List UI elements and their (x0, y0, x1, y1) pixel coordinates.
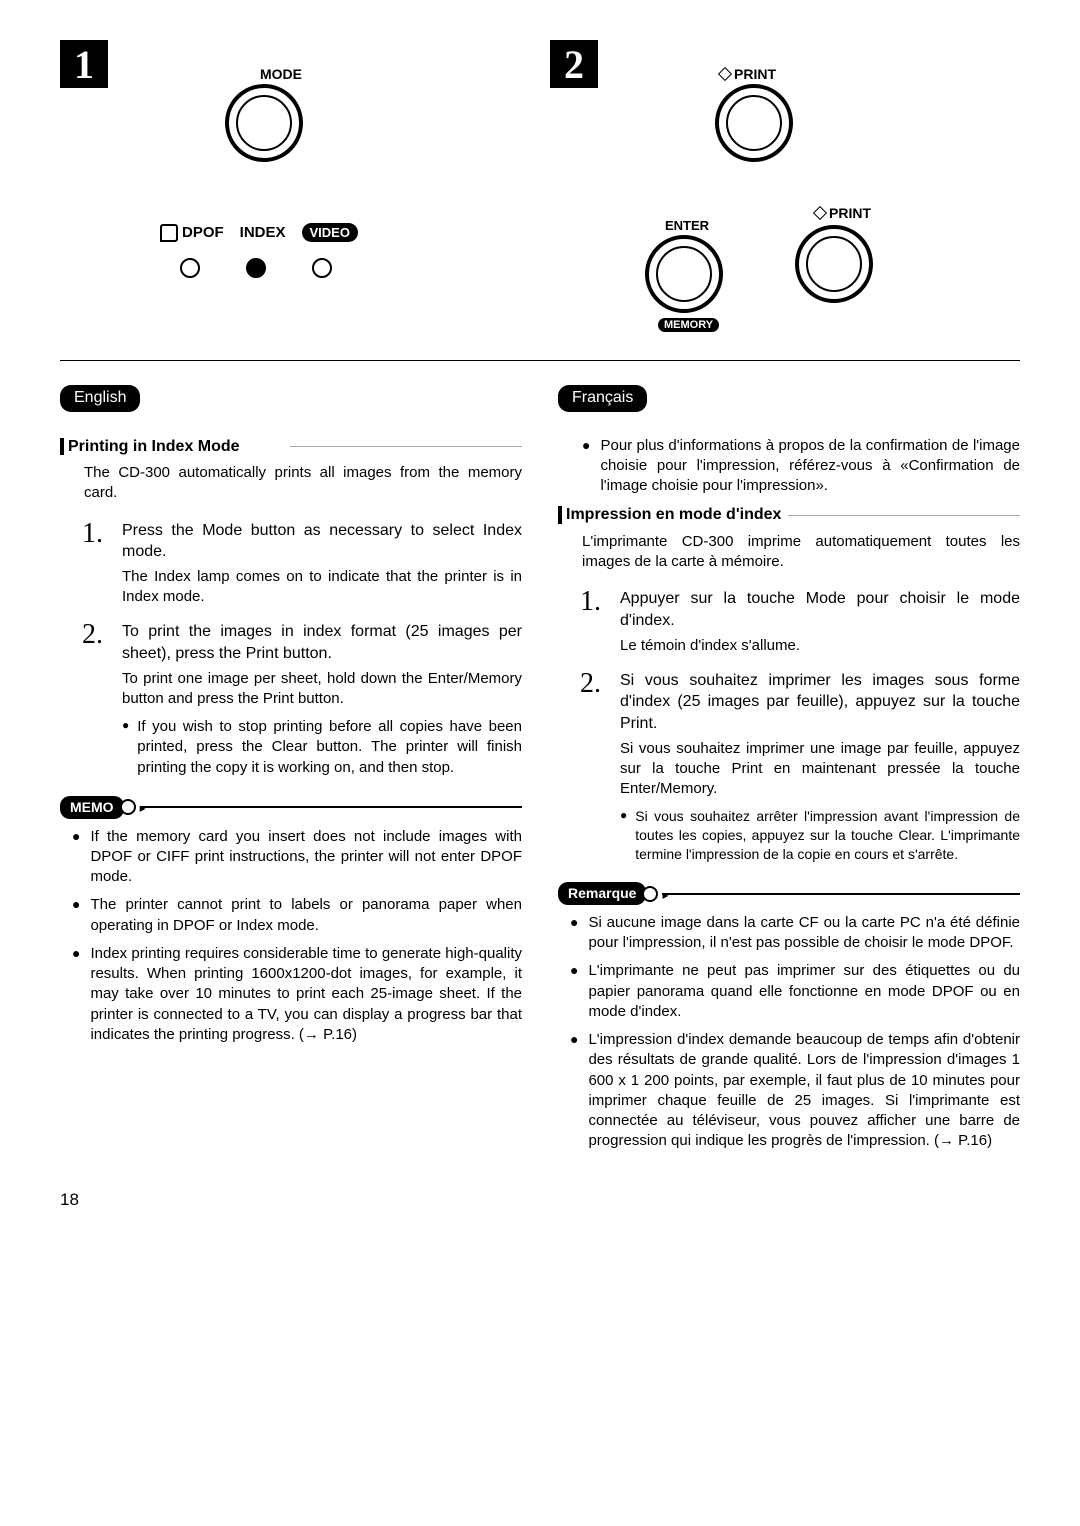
print-button-right-icon (795, 225, 873, 303)
page-number: 18 (60, 1190, 1020, 1210)
index-lamp-filled (246, 258, 266, 278)
memo-text: Index printing requires considerable tim… (90, 944, 522, 1045)
content-columns: English Printing in Index Mode The CD-30… (60, 385, 1020, 1160)
step-main-text: Appuyer sur la touche Mode pour choisir … (620, 588, 1020, 631)
video-lamp (312, 258, 332, 278)
bullet-mark: ● (72, 895, 80, 936)
step-1: 1. Press the Mode button as necessary to… (82, 520, 522, 608)
step-sub-text: The Index lamp comes on to indicate that… (122, 567, 522, 608)
remarque-list: ●Si aucune image dans la carte CF ou la … (570, 913, 1020, 1152)
dpof-lamp (180, 258, 200, 278)
step-number: 1. (580, 588, 606, 655)
indicator-lamps (180, 258, 332, 278)
print-label-top: PRINT (720, 66, 776, 82)
mode-names-row: DPOF INDEX VIDEO (160, 223, 358, 242)
step-2: 2. Si vous souhaitez imprimer les images… (580, 670, 1020, 864)
bullet-mark: ● (72, 827, 80, 888)
diagrams-row: 1 MODE DPOF INDEX VIDEO 2 P (60, 40, 1020, 330)
memo-line (140, 806, 522, 808)
memo-text: If the memory card you insert does not i… (90, 827, 522, 888)
dpof-icon (160, 224, 178, 242)
bullet-mark: ● (72, 944, 80, 1045)
print-label-right: PRINT (815, 205, 871, 221)
enter-button-icon (645, 235, 723, 313)
step-1: 1. Appuyer sur la touche Mode pour chois… (580, 588, 1020, 655)
diagram-step1: 1 MODE DPOF INDEX VIDEO (60, 40, 530, 330)
step-sub-bullet: ● If you wish to stop printing before al… (122, 717, 522, 778)
remarque-lozenge: Remarque (558, 882, 646, 905)
divider-line (60, 360, 1020, 361)
index-label: INDEX (240, 224, 286, 241)
bullet-mark: ● (122, 717, 129, 778)
step-main-text: Press the Mode button as necessary to se… (122, 520, 522, 563)
bullet-mark: ● (582, 436, 590, 497)
remarque-text: L'impression d'index demande beaucoup de… (588, 1030, 1020, 1152)
section-heading: Impression en mode d'index (558, 504, 1020, 526)
step-main-text: To print the images in index format (25 … (122, 621, 522, 664)
step-sub-text: Si vous souhaitez imprimer une image par… (620, 739, 1020, 800)
bullet-text: If you wish to stop printing before all … (137, 717, 522, 778)
step-sub-bullet: ● Si vous souhaitez arrêter l'impression… (620, 807, 1020, 864)
step-number: 2. (82, 621, 108, 777)
memo-arrow-icon (120, 799, 136, 815)
remarque-header: Remarque (558, 882, 1020, 905)
bullet-mark: ● (570, 913, 578, 954)
memory-lozenge: MEMORY (658, 318, 719, 332)
section-heading: Printing in Index Mode (60, 436, 522, 458)
memo-text: The printer cannot print to labels or pa… (90, 895, 522, 936)
remarque-text: L'imprimante ne peut pas imprimer sur de… (588, 961, 1020, 1022)
step-number: 2. (580, 670, 606, 864)
memo-header: MEMO (60, 796, 522, 819)
step-number: 1. (82, 520, 108, 608)
manual-page: 1 MODE DPOF INDEX VIDEO 2 P (60, 40, 1020, 1210)
francais-column: Français ●Pour plus d'informations à pro… (558, 385, 1020, 1160)
diamond-icon (718, 67, 732, 81)
memo-arrow-icon (642, 886, 658, 902)
step-sub-text: To print one image per sheet, hold down … (122, 669, 522, 710)
step-2: 2. To print the images in index format (… (82, 621, 522, 777)
step-main-text: Si vous souhaitez imprimer les images so… (620, 670, 1020, 735)
bullet-mark: ● (570, 961, 578, 1022)
enter-label: ENTER (665, 218, 709, 233)
remarque-text: Si aucune image dans la carte CF ou la c… (588, 913, 1020, 954)
dpof-label: DPOF (182, 224, 224, 241)
intro-text: Pour plus d'informations à propos de la … (600, 436, 1020, 497)
diamond-icon (813, 206, 827, 220)
section-description: L'imprimante CD-300 imprime automatiquem… (582, 532, 1020, 573)
video-lozenge: VIDEO (302, 223, 358, 242)
section-description: The CD-300 automatically prints all imag… (84, 463, 522, 504)
language-lozenge: English (60, 385, 140, 412)
step-sub-text: Le témoin d'index s'allume. (620, 636, 1020, 656)
language-lozenge: Français (558, 385, 647, 412)
print-button-top-icon (715, 84, 793, 162)
english-column: English Printing in Index Mode The CD-30… (60, 385, 522, 1160)
bullet-text: Si vous souhaitez arrêter l'impression a… (635, 807, 1020, 864)
memo-lozenge: MEMO (60, 796, 124, 819)
diagram-step2: 2 PRINT ENTER MEMORY PRINT (550, 40, 1020, 330)
memo-line (662, 893, 1020, 895)
mode-button-icon (225, 84, 303, 162)
memo-list: ●If the memory card you insert does not … (72, 827, 522, 1046)
bullet-mark: ● (570, 1030, 578, 1152)
intro-bullet: ●Pour plus d'informations à propos de la… (582, 436, 1020, 497)
bullet-mark: ● (620, 807, 627, 864)
mode-label: MODE (260, 66, 302, 82)
